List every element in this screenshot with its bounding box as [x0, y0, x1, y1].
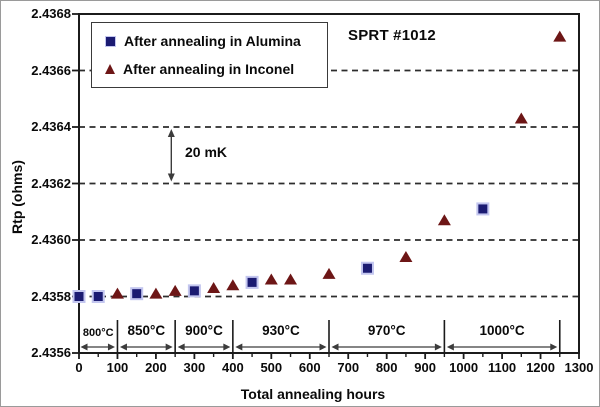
x-tick-label: 600 [298, 360, 321, 375]
temperature-region-label: 930°C [262, 323, 300, 338]
legend: After annealing in Alumina After anneali… [91, 22, 328, 88]
y-axis-title: Rtp (ohms) [9, 160, 25, 234]
chart-title: SPRT #1012 [348, 27, 436, 44]
x-tick-label: 500 [260, 360, 283, 375]
x-tick-label: 1300 [564, 360, 594, 375]
x-tick-label: 1200 [526, 360, 555, 375]
x-axis-title: Total annealing hours [240, 386, 386, 402]
x-tick-label: 200 [145, 360, 167, 375]
temperature-region-label: 850°C [127, 323, 166, 338]
annotation-20mk-label: 20 mK [185, 144, 228, 160]
x-tick-label: 900 [414, 360, 436, 375]
legend-item-alumina: After annealing in Alumina [105, 33, 327, 49]
temperature-region-label: 1000°C [479, 323, 525, 338]
y-tick-label: 2.4366 [31, 62, 71, 78]
triangle-marker-icon [105, 64, 115, 74]
y-tick-label: 2.4356 [31, 345, 71, 360]
x-tick-label: 100 [106, 360, 129, 375]
x-tick-label: 0 [75, 360, 83, 375]
temperature-region-label: 900°C [185, 323, 223, 338]
y-tick-label: 2.4364 [31, 119, 71, 134]
legend-label-inconel: After annealing in Inconel [123, 61, 295, 77]
x-tick-label: 700 [337, 360, 360, 375]
x-tick-label: 300 [183, 360, 206, 375]
y-tick-label: 2.4362 [31, 175, 71, 191]
x-tick-label: 1000 [449, 360, 479, 375]
y-tick-label: 2.4360 [31, 232, 71, 247]
legend-item-inconel: After annealing in Inconel [105, 61, 327, 77]
x-tick-label: 800 [375, 360, 398, 375]
square-marker-icon [105, 35, 116, 47]
x-tick-label: 400 [221, 360, 244, 375]
x-tick-label: 1100 [487, 360, 517, 375]
y-tick-label: 2.4368 [31, 6, 71, 21]
y-tick-label: 2.4358 [31, 288, 71, 304]
temperature-region-label: 800°C [82, 327, 114, 339]
legend-label-alumina: After annealing in Alumina [124, 33, 301, 49]
temperature-region-label: 970°C [367, 323, 406, 338]
